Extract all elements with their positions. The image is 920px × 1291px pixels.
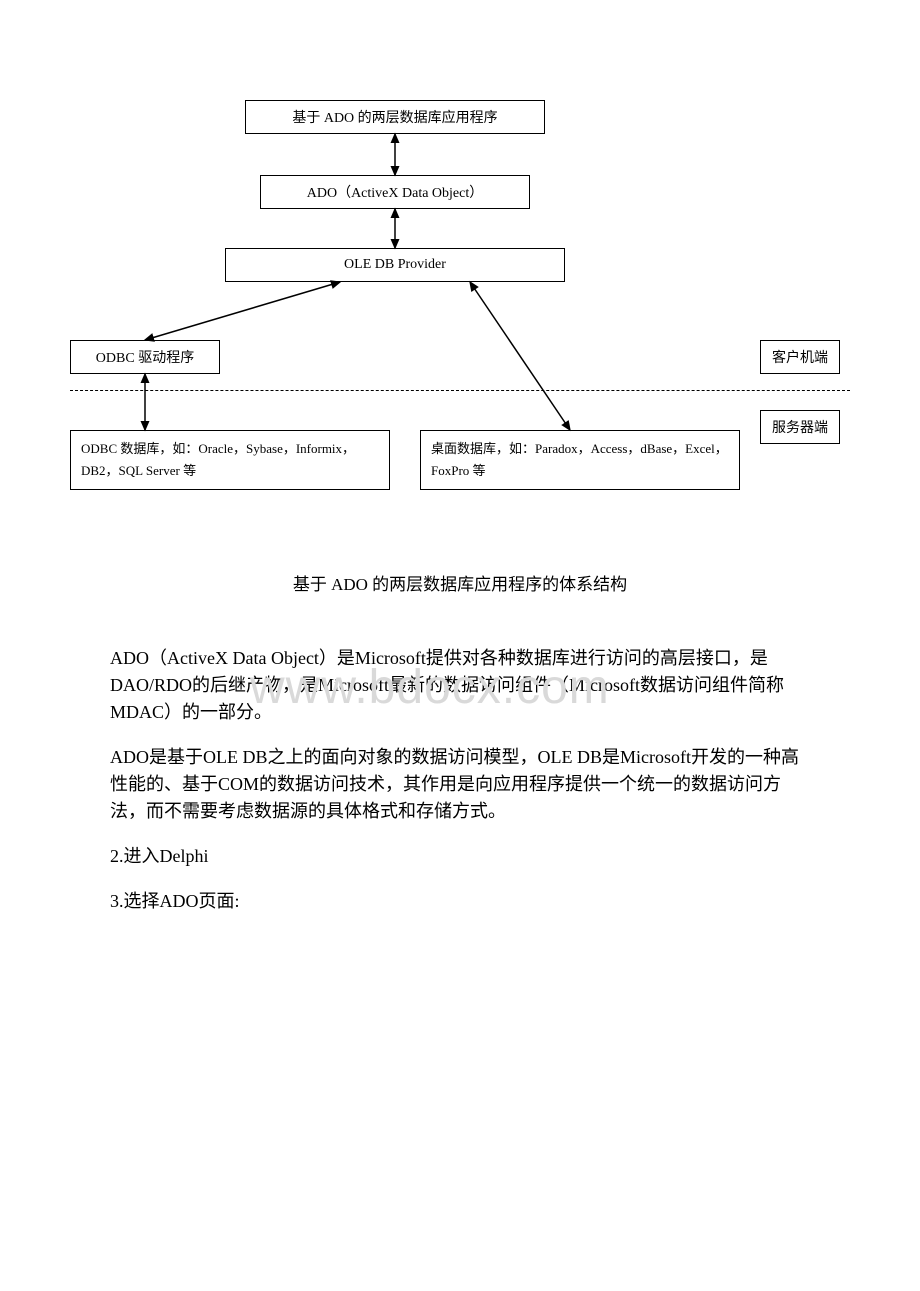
architecture-diagram: 基于 ADO 的两层数据库应用程序 ADO（ActiveX Data Objec… [70, 100, 850, 540]
desktop-db-label: 桌面数据库，如：Paradox，Access，dBase，Excel，FoxPr… [431, 438, 729, 482]
paragraph-4: 3.选择ADO页面: [110, 888, 810, 915]
diagram-caption: 基于 ADO 的两层数据库应用程序的体系结构 [0, 570, 920, 595]
paragraph-3: 2.进入Delphi [110, 843, 810, 870]
caption-text: 基于 ADO 的两层数据库应用程序的体系结构 [293, 575, 627, 594]
box-oledb-label: OLE DB Provider [344, 257, 446, 273]
server-label-text: 服务器端 [772, 421, 828, 436]
client-label-text: 客户机端 [772, 351, 828, 366]
watermark-text: www.bdocx.com [250, 660, 610, 715]
box-desktop-db: 桌面数据库，如：Paradox，Access，dBase，Excel，FoxPr… [420, 430, 740, 490]
box-odbc-driver-label: ODBC 驱动程序 [96, 347, 194, 367]
box-top-label: 基于 ADO 的两层数据库应用程序 [292, 107, 497, 127]
odbc-db-label: ODBC 数据库，如：Oracle，Sybase，Informix，DB2，SQ… [81, 438, 379, 482]
paragraph-2: ADO是基于OLE DB之上的面向对象的数据访问模型，OLE DB是Micros… [110, 744, 810, 825]
box-odbc-driver: ODBC 驱动程序 [70, 340, 220, 374]
client-server-divider [70, 390, 850, 391]
box-ado: ADO（ActiveX Data Object） [260, 175, 530, 209]
box-ado-label: ADO（ActiveX Data Object） [307, 182, 484, 202]
label-client: 客户机端 [760, 340, 840, 374]
box-oledb: OLE DB Provider [225, 248, 565, 282]
label-server: 服务器端 [760, 410, 840, 444]
box-odbc-db: ODBC 数据库，如：Oracle，Sybase，Informix，DB2，SQ… [70, 430, 390, 490]
box-top-app: 基于 ADO 的两层数据库应用程序 [245, 100, 545, 134]
